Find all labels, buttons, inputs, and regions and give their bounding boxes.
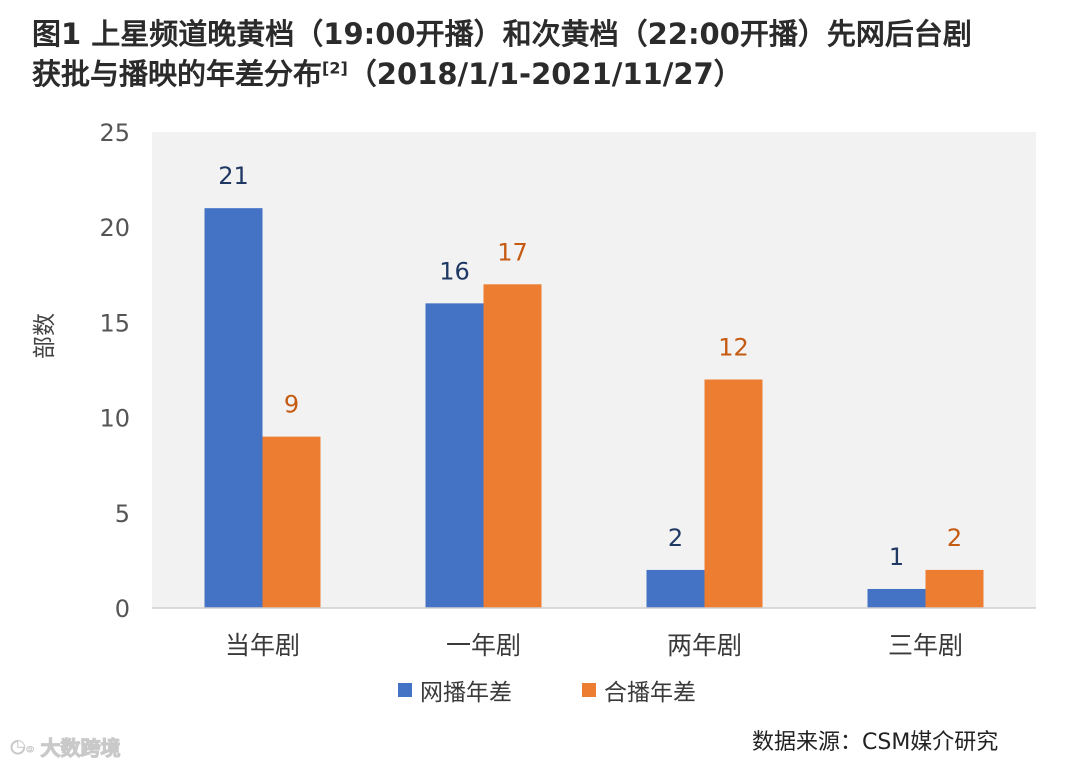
bar-web-3 xyxy=(867,588,926,608)
bar-web-2 xyxy=(646,569,705,608)
y-tick-label: 15 xyxy=(99,309,130,337)
bar-web-1 xyxy=(425,303,484,608)
x-tick-label: 一年剧 xyxy=(446,631,521,660)
y-tick-label: 5 xyxy=(115,500,130,528)
y-axis: 0 5 10 15 20 25 xyxy=(99,119,130,623)
y-tick-label: 0 xyxy=(115,595,130,623)
legend-swatch-web xyxy=(398,683,412,697)
y-tick-label: 20 xyxy=(99,214,130,242)
legend-label-tv: 合播年差 xyxy=(604,680,696,706)
bar-tv-3 xyxy=(925,569,984,608)
data-label: 21 xyxy=(218,162,249,190)
data-label: 12 xyxy=(718,334,749,362)
legend-swatch-tv xyxy=(582,683,596,697)
chart-title: 图1 上星频道晚黄档（19:00开播）和次黄档（22:00开播）先网后台剧 获批… xyxy=(32,14,1052,94)
legend: 网播年差 合播年差 xyxy=(398,672,696,708)
data-source: 数据来源：CSM媒介研究 xyxy=(752,730,999,755)
title-date-range: （2018/1/1-2021/11/27） xyxy=(347,57,743,91)
x-tick-label: 两年剧 xyxy=(667,631,742,660)
legend-item-web: 网播年差 xyxy=(398,673,512,707)
x-axis: 当年剧 一年剧 两年剧 三年剧 xyxy=(225,631,963,660)
bar-tv-2 xyxy=(704,379,763,608)
y-tick-label: 25 xyxy=(99,119,130,147)
legend-item-tv: 合播年差 xyxy=(582,673,696,707)
data-label: 2 xyxy=(947,524,962,552)
title-reference: [2] xyxy=(322,58,348,78)
title-line-2: 获批与播映的年差分布 xyxy=(32,57,323,91)
data-label: 16 xyxy=(439,257,470,285)
title-line-1: 图1 上星频道晚黄档（19:00开播）和次黄档（22:00开播）先网后台剧 xyxy=(32,17,972,51)
watermark-text: 大数跨境 xyxy=(40,736,121,761)
weibo-icon: ◔ₒ xyxy=(10,736,35,758)
watermark: ◔ₒ 大数跨境 xyxy=(10,732,121,761)
x-tick-label: 三年剧 xyxy=(888,631,963,660)
data-label: 1 xyxy=(889,543,904,571)
bars xyxy=(204,208,984,608)
y-tick-label: 10 xyxy=(99,405,130,433)
x-tick-label: 当年剧 xyxy=(225,631,300,660)
y-axis-label: 部数 xyxy=(32,313,58,359)
data-label: 17 xyxy=(497,238,528,266)
data-label: 2 xyxy=(668,524,683,552)
bar-tv-0 xyxy=(262,436,321,608)
data-label: 9 xyxy=(284,391,299,419)
legend-label-web: 网播年差 xyxy=(420,680,512,706)
bar-tv-1 xyxy=(483,284,542,608)
bar-web-0 xyxy=(204,208,263,608)
